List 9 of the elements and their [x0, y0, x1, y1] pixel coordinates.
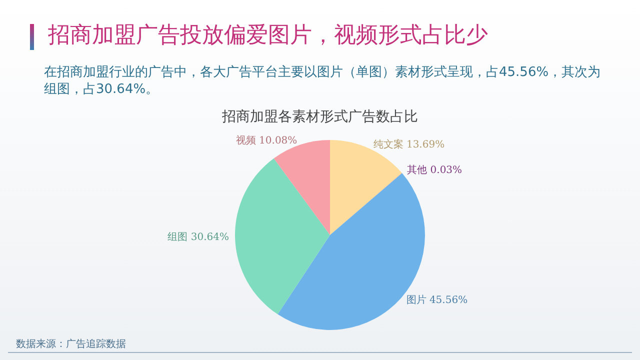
slice-label: 图片 45.56%: [406, 294, 468, 306]
text: 招商加盟各素材形式广告数占比: [221, 108, 418, 124]
source-note: 数据来源：广告追踪数据: [16, 338, 126, 351]
slice-label: 组图 30.64%: [168, 230, 230, 243]
slice-label: 纯文案 13.69%: [373, 138, 445, 151]
slice-label: 其他 0.03%: [407, 164, 462, 176]
chart-subtitle: 在招商加盟行业的广告中，各大广告平台主要以图片（单图）素材形式呈现，占45.56%，其次为组图，占30.64%。: [44, 64, 602, 98]
chart-title: 招商加盟广告投放偏爱图片，视频形式占比少: [48, 22, 488, 50]
slice-label: 视频 10.08%: [236, 134, 298, 146]
